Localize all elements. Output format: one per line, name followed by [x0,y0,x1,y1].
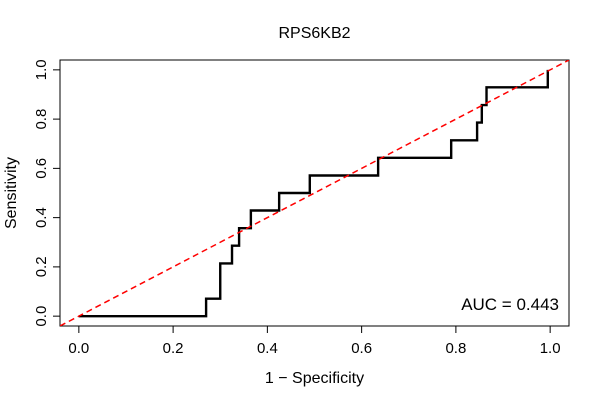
x-axis-label: 1 − Specificity [265,370,364,387]
y-tick-label: 0.2 [33,256,50,277]
plot-frame [59,59,570,327]
x-tick-label: 1.0 [540,340,561,357]
y-tick-label: 1.0 [33,59,50,80]
x-axis: 0.0 0.2 0.4 0.6 0.8 1.0 [68,325,561,357]
x-tick-label: 0.8 [445,340,466,357]
y-tick-label: 0.6 [33,158,50,179]
reference-diagonal-line [60,60,569,326]
x-tick-label: 0.0 [68,340,89,357]
x-tick-label: 0.4 [257,340,278,357]
y-axis-label: Sensitivity [3,157,20,229]
x-tick-label: 0.2 [163,340,184,357]
y-tick-label: 0.4 [33,207,50,228]
y-tick-label: 0.8 [33,109,50,130]
series-layer [60,60,569,326]
chart-title: RPS6KB2 [278,25,350,42]
y-axis: 0.0 0.2 0.4 0.6 0.8 1.0 [33,59,61,327]
auc-annotation: AUC = 0.443 [461,295,559,314]
x-tick-label: 0.6 [351,340,372,357]
roc-curve-line [78,69,549,318]
y-tick-label: 0.0 [33,306,50,327]
